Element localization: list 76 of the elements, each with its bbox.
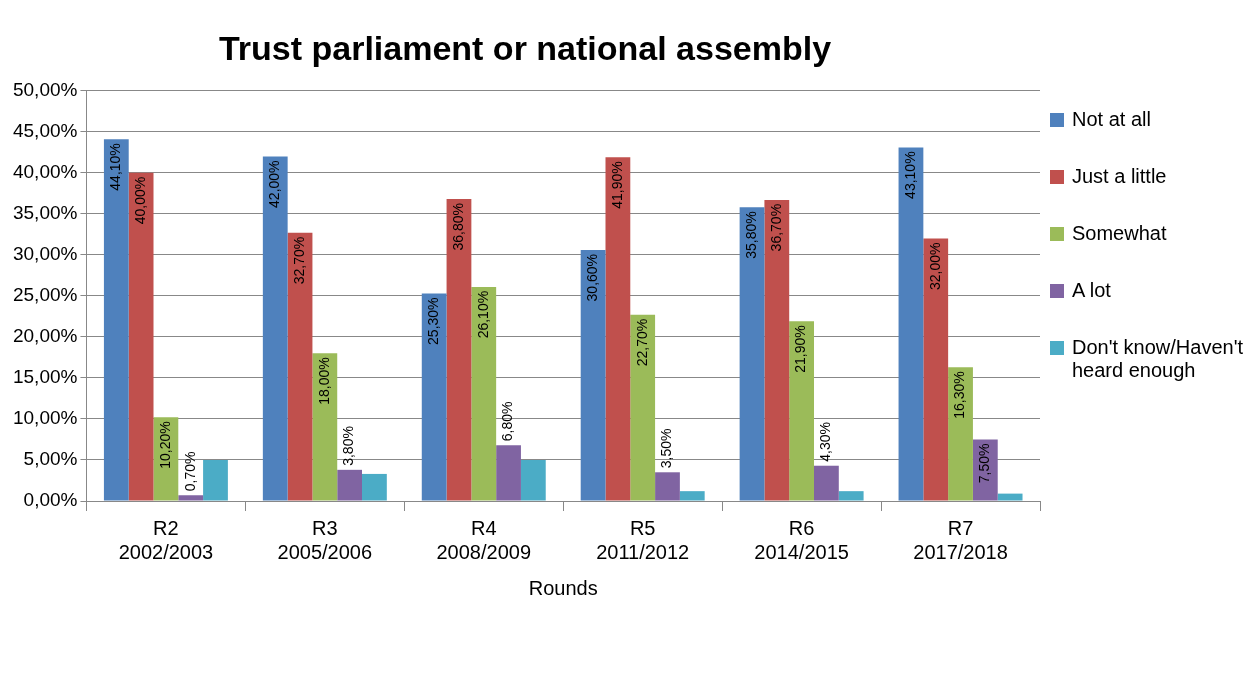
bar — [764, 199, 790, 501]
y-tick-label: 40,00% — [12, 161, 78, 183]
data-label: 35,80% — [742, 211, 759, 259]
x-tick-label: R5 2011/2012 — [596, 516, 690, 563]
data-label: 42,00% — [266, 160, 283, 208]
bar — [312, 353, 338, 501]
data-label: 25,30% — [425, 297, 442, 345]
bar — [814, 465, 839, 501]
legend-label: Just a little — [1072, 165, 1167, 188]
legend-label: Don't know/Haven't heard enough — [1072, 336, 1245, 382]
data-label: 21,90% — [792, 325, 809, 373]
y-tick-label: 20,00% — [12, 325, 78, 347]
bar — [605, 157, 631, 501]
x-axis-title: Rounds — [528, 576, 598, 599]
legend-label: Somewhat — [1072, 222, 1167, 245]
bar — [421, 293, 447, 501]
bar — [471, 286, 497, 501]
data-label: 41,90% — [608, 161, 625, 209]
bar — [103, 139, 129, 501]
data-label: 40,00% — [131, 176, 148, 225]
data-label: 6,80% — [499, 401, 516, 442]
data-label: 7,50% — [976, 443, 993, 484]
x-tick-label: R2 2002/2003 — [118, 516, 214, 563]
bar — [287, 232, 313, 501]
x-tick-label: R6 2014/2015 — [754, 516, 849, 563]
data-label: 18,00% — [315, 357, 332, 405]
data-label: 43,10% — [901, 151, 918, 199]
x-tick-label: R3 2005/2006 — [277, 516, 373, 563]
y-tick-label: 35,00% — [12, 202, 78, 224]
data-label: 10,20% — [156, 421, 173, 469]
y-tick-label: 45,00% — [12, 120, 78, 142]
bar — [923, 238, 949, 501]
data-label: 26,10% — [474, 290, 491, 339]
bar — [789, 321, 815, 501]
legend-label: A lot — [1072, 279, 1111, 302]
data-label: 36,70% — [767, 203, 784, 252]
bar — [997, 493, 1023, 501]
y-tick-label: 10,00% — [12, 407, 78, 429]
bar — [262, 156, 288, 501]
data-label: 3,50% — [658, 428, 675, 469]
y-tick-label: 25,00% — [12, 284, 78, 306]
bar — [496, 445, 521, 501]
y-tick-label: 15,00% — [12, 366, 78, 388]
y-tick-label: 5,00% — [23, 448, 78, 470]
chart-title: Trust parliament or national assembly — [218, 28, 832, 67]
y-tick-label: 30,00% — [12, 243, 78, 265]
y-tick-label: 0,00% — [23, 489, 78, 511]
data-label: 32,70% — [290, 236, 307, 285]
bar — [520, 459, 546, 501]
data-label: 3,80% — [340, 426, 357, 466]
bar — [128, 172, 154, 501]
data-label: 36,80% — [449, 203, 466, 251]
data-label: 32,00% — [926, 242, 943, 290]
bar — [580, 249, 606, 501]
bar — [446, 199, 472, 501]
data-label: 16,30% — [951, 371, 968, 419]
data-label: 4,30% — [817, 422, 834, 462]
bar — [655, 472, 680, 501]
bar — [739, 207, 765, 501]
bar — [203, 459, 228, 501]
bar — [337, 469, 363, 501]
data-label: 22,70% — [633, 318, 650, 367]
bar — [362, 473, 387, 501]
y-tick-label: 50,00% — [12, 79, 78, 101]
x-tick-label: R7 2017/2018 — [913, 516, 1008, 563]
bar — [838, 491, 864, 501]
bar — [679, 491, 705, 501]
bar — [898, 147, 924, 501]
bar — [630, 314, 656, 501]
data-label: 30,60% — [583, 253, 600, 302]
bar — [178, 495, 204, 501]
data-label: 44,10% — [107, 143, 124, 191]
bar — [948, 367, 973, 501]
x-tick-label: R4 2008/2009 — [436, 516, 532, 563]
data-label: 0,70% — [181, 451, 198, 492]
legend-label: Not at all — [1072, 108, 1151, 131]
